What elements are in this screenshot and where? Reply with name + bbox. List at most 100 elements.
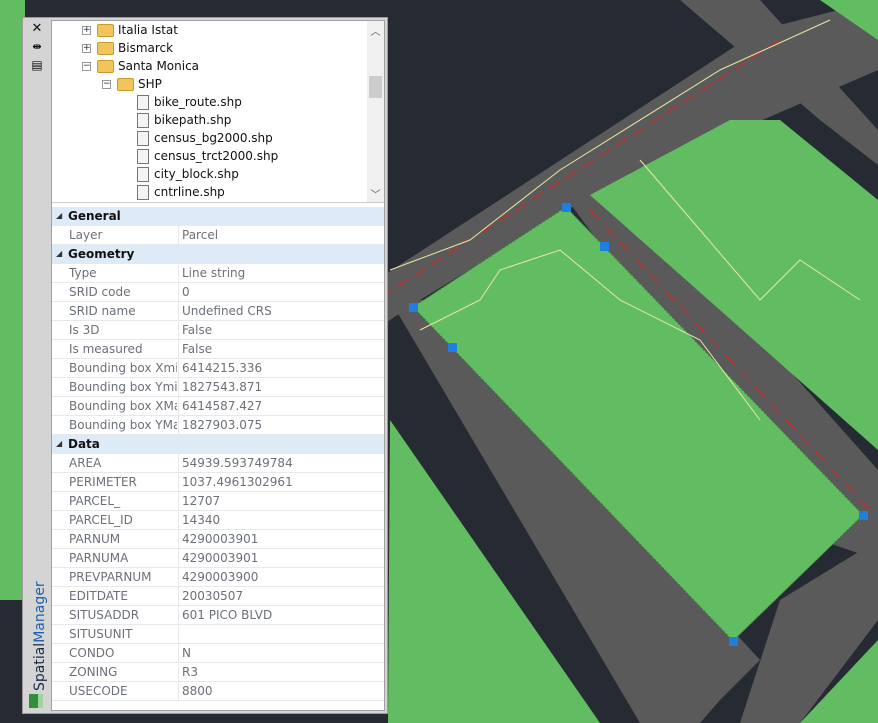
collapse-icon[interactable]: − [82,61,91,71]
selected-parcel[interactable] [412,206,864,642]
tree-node[interactable]: − Santa Monica [52,57,367,75]
property-value[interactable]: R3 [178,663,384,681]
tree-node-label: Bismarck [118,41,174,55]
property-row[interactable]: Bounding box YMax 1827903.075 [52,416,384,435]
property-name: Bounding box Ymin [69,380,177,394]
property-row[interactable]: PARCEL_ 12707 [52,492,384,511]
property-row[interactable]: Is measured False [52,340,384,359]
property-value[interactable]: 14340 [178,511,384,529]
property-value[interactable]: 1827903.075 [178,416,384,434]
property-value[interactable]: 601 PICO BLVD [178,606,384,624]
property-name: PARCEL_ [69,494,121,508]
property-value[interactable]: False [178,321,384,339]
property-row[interactable]: SITUSUNIT [52,625,384,644]
property-value[interactable]: Parcel [178,226,384,244]
green-block [0,0,25,600]
data-source-tree[interactable]: + Italia Istat + Bismarck − Santa Monica − SHP b… [52,21,384,203]
property-row[interactable]: Bounding box XMax 6414587.427 [52,397,384,416]
property-row[interactable]: PARNUM 4290003901 [52,530,384,549]
property-value[interactable]: 1037.4961302961 [178,473,384,491]
green-block [800,640,878,723]
property-value[interactable]: 8800 [178,682,384,700]
property-name: PREVPARNUM [69,570,152,584]
property-value[interactable]: Undefined CRS [178,302,384,320]
property-value[interactable]: N [178,644,384,662]
property-row[interactable]: SITUSADDR 601 PICO BLVD [52,606,384,625]
property-row[interactable]: ZONING R3 [52,663,384,682]
property-value[interactable]: 6414587.427 [178,397,384,415]
property-value[interactable]: 4290003901 [178,549,384,567]
property-value[interactable]: 0 [178,283,384,301]
property-value[interactable]: 4290003900 [178,568,384,586]
property-name: SRID code [69,285,131,299]
green-block [590,120,878,450]
scrollbar-thumb[interactable] [369,76,382,98]
property-value[interactable]: 1827543.871 [178,378,384,396]
tree-node[interactable]: city_block.shp [52,165,367,183]
tree-node[interactable]: census_trct2000.shp [52,147,367,165]
panel-title: SpatialManager [32,581,48,691]
property-value[interactable]: 4290003901 [178,530,384,548]
collapse-triangle-icon[interactable]: ◢ [56,439,63,448]
property-name: AREA [69,456,102,470]
property-row[interactable]: Layer Parcel [52,226,384,245]
property-row[interactable]: Type Line string [52,264,384,283]
tree-node[interactable]: + Italia Istat [52,21,367,39]
property-name: Is measured [69,342,143,356]
tree-node[interactable]: bikepath.shp [52,111,367,129]
category-label: Data [68,437,100,451]
category-label: General [68,209,121,223]
property-value[interactable]: Line string [178,264,384,282]
property-grid[interactable]: ◢ General Layer Parcel ◢ Geometry Type Line str… [52,207,384,710]
property-value[interactable]: 12707 [178,492,384,510]
property-row[interactable]: PREVPARNUM 4290003900 [52,568,384,587]
autohide-icon[interactable]: ⇹ [32,40,42,53]
property-name: PARNUM [69,532,121,546]
tree-node[interactable]: + Bismarck [52,39,367,57]
expand-icon[interactable]: + [82,25,91,35]
scroll-up-icon[interactable]: ︿ [370,27,381,38]
property-value[interactable]: 20030507 [178,587,384,605]
property-row[interactable]: PARCEL_ID 14340 [52,511,384,530]
tree-node-label: Santa Monica [118,59,200,73]
expand-icon[interactable]: + [82,43,91,53]
tree-node[interactable]: bike_route.shp [52,93,367,111]
tree-scrollbar[interactable]: ︿ ﹀ [367,21,384,202]
close-icon[interactable]: ✕ [31,21,43,36]
selection-grips[interactable] [409,203,868,646]
properties-icon[interactable]: ▤ [31,58,43,72]
green-block [820,0,878,40]
property-row[interactable]: PERIMETER 1037.4961302961 [52,473,384,492]
property-name: SITUSUNIT [69,627,133,641]
property-row[interactable]: Bounding box Xmin 6414215.336 [52,359,384,378]
tree-node-label: bikepath.shp [154,113,232,127]
collapse-triangle-icon[interactable]: ◢ [56,211,63,220]
property-row[interactable]: Bounding box Ymin 1827543.871 [52,378,384,397]
scroll-down-icon[interactable]: ﹀ [370,190,381,201]
contour [419,249,761,421]
property-row[interactable]: EDITDATE 20030507 [52,587,384,606]
property-row[interactable]: USECODE 8800 [52,682,384,701]
property-name: SRID name [69,304,136,318]
property-category[interactable]: ◢ Geometry [52,245,384,264]
property-row[interactable]: SRID code 0 [52,283,384,302]
property-value[interactable]: False [178,340,384,358]
contour [639,159,861,301]
tree-node[interactable]: − SHP [52,75,367,93]
property-category[interactable]: ◢ General [52,207,384,226]
property-value[interactable]: 54939.593749784 [178,454,384,472]
property-category[interactable]: ◢ Data [52,435,384,454]
tree-node[interactable]: census_bg2000.shp [52,129,367,147]
collapse-icon[interactable]: − [102,79,111,89]
property-row[interactable]: Is 3D False [52,321,384,340]
property-row[interactable]: PARNUMA 4290003901 [52,549,384,568]
property-value[interactable] [178,625,384,643]
property-row[interactable]: AREA 54939.593749784 [52,454,384,473]
property-value[interactable]: 6414215.336 [178,359,384,377]
tree-node[interactable]: cntrline.shp [52,183,367,201]
panel-title-bar[interactable]: ✕ ⇹ ▤ SpatialManager [23,18,49,713]
collapse-triangle-icon[interactable]: ◢ [56,249,63,258]
property-row[interactable]: CONDO N [52,644,384,663]
property-row[interactable]: SRID name Undefined CRS [52,302,384,321]
